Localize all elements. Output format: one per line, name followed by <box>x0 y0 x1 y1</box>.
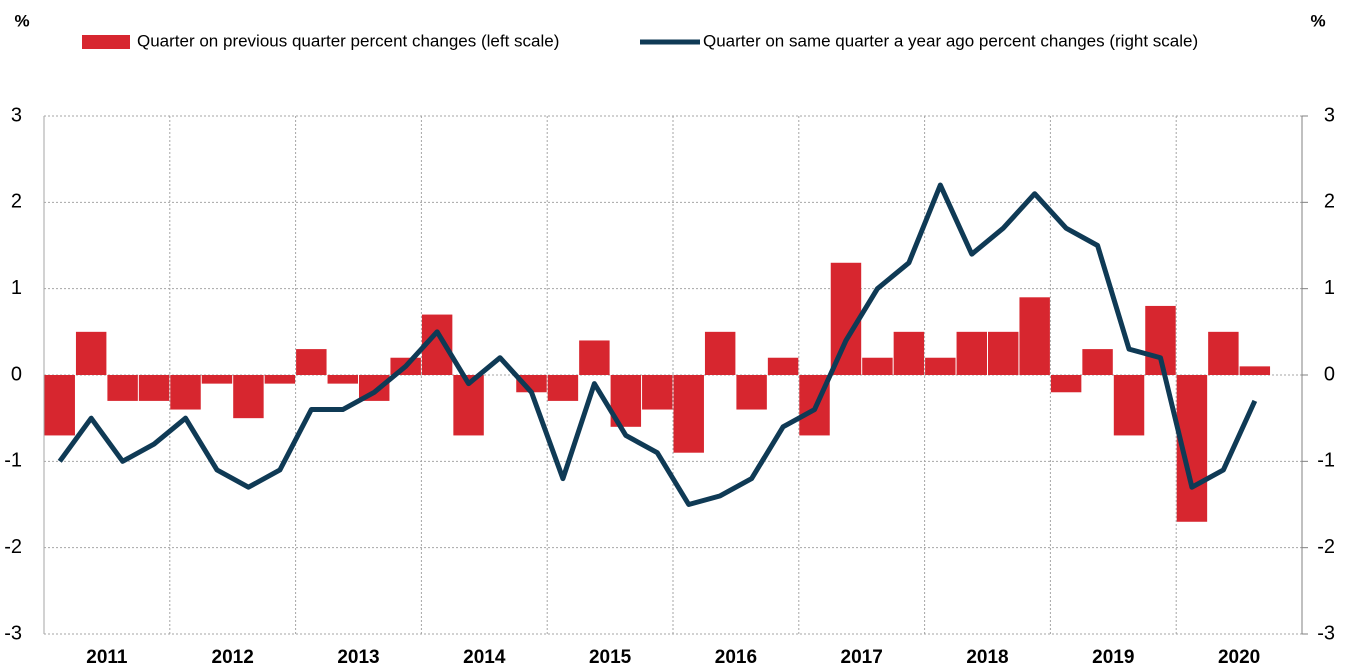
bar <box>1208 331 1239 375</box>
bar <box>107 375 138 401</box>
bar <box>44 375 75 436</box>
y2-unit: % <box>1310 11 1325 30</box>
y2-tick-label: 3 <box>1324 104 1335 126</box>
x-tick-label: 2019 <box>1092 647 1134 668</box>
x-tick-label: 2013 <box>337 647 379 668</box>
bar <box>704 331 736 375</box>
bar <box>642 375 673 410</box>
x-tick-label: 2012 <box>212 647 254 668</box>
bar <box>893 331 925 375</box>
bar <box>579 340 610 375</box>
x-tick-label: 2015 <box>589 647 632 668</box>
bar <box>830 262 862 375</box>
bar <box>138 375 170 401</box>
bar <box>201 375 233 384</box>
bar <box>1050 375 1082 393</box>
x-tick-label: 2018 <box>966 647 1008 668</box>
line <box>57 182 1258 507</box>
bar <box>547 375 579 401</box>
bar <box>264 375 296 384</box>
bar <box>956 331 987 375</box>
y-tick-label: 0 <box>11 363 22 385</box>
y2-tick-label: -2 <box>1317 536 1335 558</box>
legend-label: Quarter on same quarter a year ago perce… <box>703 31 1198 50</box>
y-tick-label: 1 <box>11 277 22 299</box>
x-tick-label: 2011 <box>86 647 128 668</box>
legend-swatch-bar <box>82 35 130 49</box>
bar <box>170 375 201 410</box>
y2-tick-label: -3 <box>1317 622 1335 644</box>
bar <box>673 375 704 453</box>
y2-tick-label: 2 <box>1324 191 1335 213</box>
bar <box>988 331 1019 375</box>
bar <box>233 375 264 419</box>
y-tick-label: 2 <box>11 191 22 213</box>
bar <box>736 375 767 410</box>
y-tick-label: 3 <box>11 104 22 126</box>
x-tick-label: 2017 <box>841 647 883 668</box>
x-tick-label: 2020 <box>1218 647 1260 668</box>
bar <box>75 331 107 375</box>
bar <box>327 375 358 384</box>
y-tick-label: -3 <box>4 622 22 644</box>
bar <box>925 357 956 375</box>
y2-tick-label: -1 <box>1317 450 1335 472</box>
bar <box>767 357 799 375</box>
x-tick-label: 2014 <box>463 647 506 668</box>
bar <box>296 349 327 375</box>
legend-label: Quarter on previous quarter percent chan… <box>137 31 559 50</box>
bar <box>862 357 893 375</box>
y2-tick-label: 1 <box>1324 277 1335 299</box>
y-tick-label: -1 <box>4 450 22 472</box>
bar <box>1113 375 1145 436</box>
bar <box>1019 297 1050 375</box>
bar <box>516 375 547 393</box>
y-tick-label: -2 <box>4 536 22 558</box>
bar <box>1082 349 1113 375</box>
y-unit: % <box>14 11 29 30</box>
bar <box>1239 366 1271 375</box>
y2-tick-label: 0 <box>1324 363 1335 385</box>
x-tick-label: 2016 <box>715 647 757 668</box>
